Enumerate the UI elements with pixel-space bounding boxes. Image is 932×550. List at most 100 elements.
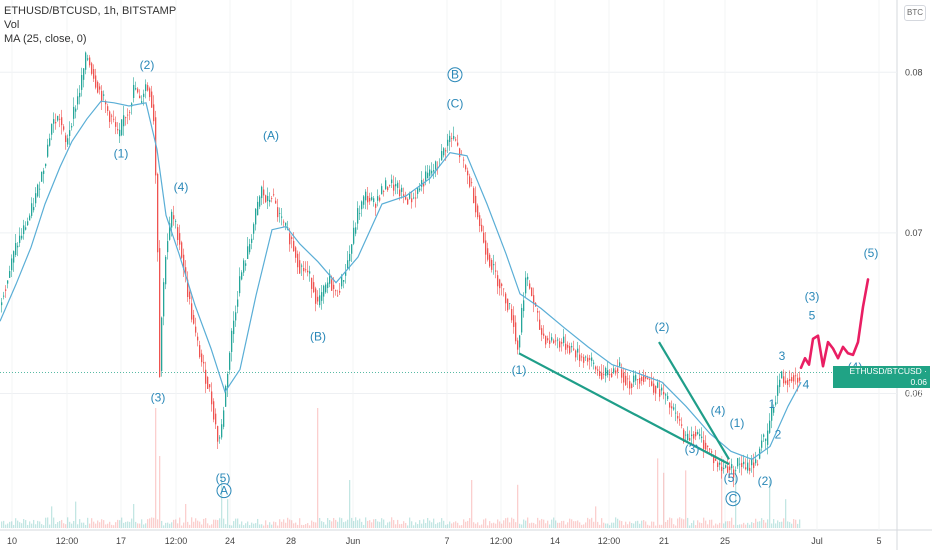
volume-bar xyxy=(323,522,325,528)
volume-bar xyxy=(685,470,687,528)
moving-average-label[interactable]: MA (25, close, 0) xyxy=(4,33,87,45)
candle-body xyxy=(161,317,163,371)
candle-body xyxy=(483,232,485,243)
candle-body xyxy=(347,260,349,269)
currency-badge[interactable]: BTC xyxy=(904,5,926,21)
candle-body xyxy=(263,189,265,196)
volume-bar xyxy=(383,519,385,528)
candle-body xyxy=(703,440,705,449)
candle-body xyxy=(565,343,567,350)
x-tick-label: 7 xyxy=(444,536,449,546)
candle-body xyxy=(537,311,539,313)
volume-bar xyxy=(473,522,475,528)
candle-body xyxy=(609,374,611,376)
volume-bar xyxy=(487,525,489,528)
volume-bar xyxy=(117,519,119,528)
volume-bar xyxy=(169,523,171,528)
volume-bar xyxy=(285,522,287,528)
candle-body xyxy=(311,277,313,289)
wave-label: (B) xyxy=(310,329,326,343)
volume-bar xyxy=(749,524,751,528)
volume-bar xyxy=(113,525,115,528)
candle-body xyxy=(499,279,501,289)
volume-bar xyxy=(385,525,387,528)
volume-bar xyxy=(563,520,565,528)
volume-bar xyxy=(337,521,339,528)
symbol-title[interactable]: ETHUSD/BTCUSD, 1h, BITSTAMP xyxy=(4,5,177,17)
volume-bar xyxy=(551,519,553,528)
candle-body xyxy=(305,269,307,271)
volume-bar xyxy=(273,521,275,528)
candle-body xyxy=(97,81,99,93)
candle-body xyxy=(515,322,517,342)
volume-bar xyxy=(301,524,303,528)
candle-body xyxy=(243,260,245,273)
volume-bar xyxy=(481,524,483,528)
volume-bar xyxy=(527,517,529,528)
candle-body xyxy=(591,357,593,361)
volume-bar xyxy=(405,522,407,528)
candle-body xyxy=(101,90,103,102)
volume-bar xyxy=(671,518,673,528)
candle-body xyxy=(719,462,721,465)
volume-bar xyxy=(497,519,499,528)
candle-body xyxy=(381,186,383,195)
volume-bar xyxy=(557,522,559,528)
volume-bar xyxy=(627,524,629,528)
wave-label: (4) xyxy=(711,403,726,417)
candle-body xyxy=(429,169,431,176)
volume-bar xyxy=(495,523,497,528)
candle-body xyxy=(577,348,579,353)
candle-body xyxy=(283,221,285,223)
volume-bar xyxy=(313,521,315,528)
candle-body xyxy=(669,402,671,408)
candle-body xyxy=(241,272,243,280)
candle-body xyxy=(709,448,711,450)
volume-bar xyxy=(221,477,223,528)
volume-indicator-label[interactable]: Vol xyxy=(4,19,20,31)
candle-body xyxy=(471,182,473,184)
volume-bar xyxy=(207,523,209,528)
candle-body xyxy=(357,208,359,224)
volume-bar xyxy=(533,522,535,528)
volume-bar xyxy=(787,521,789,528)
volume-bar xyxy=(193,521,195,528)
candle-body xyxy=(457,142,459,146)
candle-body xyxy=(123,115,125,127)
candle-body xyxy=(129,112,131,113)
candle-body xyxy=(301,265,303,267)
volume-bar xyxy=(197,520,199,528)
volume-bar xyxy=(483,519,485,528)
volume-bar xyxy=(253,523,255,528)
volume-bar xyxy=(479,525,481,528)
volume-bar xyxy=(439,522,441,528)
volume-bar xyxy=(157,519,159,528)
volume-bar xyxy=(331,521,333,528)
candle-body xyxy=(85,52,87,70)
volume-bar xyxy=(375,519,377,528)
candle-body xyxy=(143,93,145,97)
volume-bar xyxy=(315,522,317,528)
volume-bar xyxy=(419,520,421,528)
volume-bar xyxy=(503,520,505,528)
candle-body xyxy=(197,336,199,341)
volume-bar xyxy=(357,520,359,528)
volume-bar xyxy=(163,525,165,528)
wave-label: A xyxy=(220,484,228,498)
volume-bar xyxy=(655,525,657,528)
volume-bar xyxy=(61,519,63,528)
volume-bar xyxy=(41,524,43,528)
volume-bar xyxy=(607,523,609,528)
candle-body xyxy=(119,129,121,137)
volume-bar xyxy=(737,524,739,528)
volume-bar xyxy=(521,524,523,528)
candle-body xyxy=(661,387,663,391)
candle-body xyxy=(13,251,15,263)
volume-bar xyxy=(359,518,361,528)
candle-body xyxy=(187,279,189,297)
volume-bar xyxy=(355,517,357,528)
volume-bar xyxy=(437,522,439,528)
volume-bar xyxy=(763,519,765,528)
